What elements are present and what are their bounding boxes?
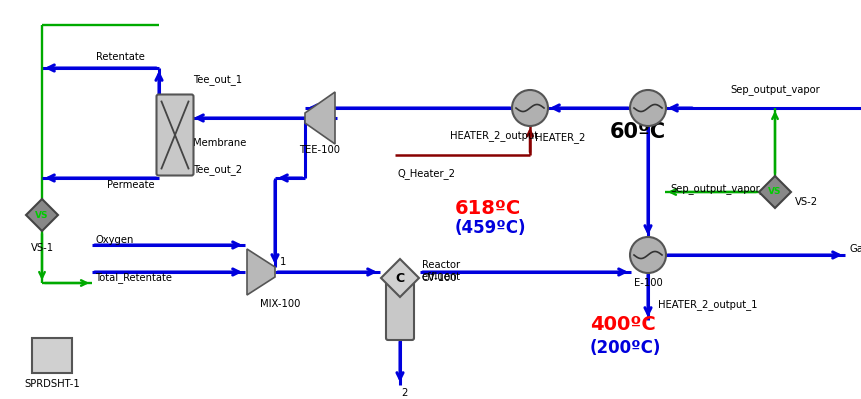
Text: Sep_output_vapor: Sep_output_vapor <box>730 85 820 95</box>
Text: (200ºC): (200ºC) <box>590 339 661 357</box>
Circle shape <box>630 90 666 126</box>
Text: HEATER_2_output_1: HEATER_2_output_1 <box>658 300 758 310</box>
FancyBboxPatch shape <box>386 280 414 340</box>
Text: Tee_out_2: Tee_out_2 <box>193 164 242 176</box>
Text: Gas: Gas <box>850 244 861 254</box>
Text: HEATER_2: HEATER_2 <box>535 132 585 143</box>
Polygon shape <box>247 249 275 295</box>
Text: E-100: E-100 <box>634 278 662 288</box>
Text: Reactor
effluent: Reactor effluent <box>422 260 461 282</box>
Text: VS: VS <box>35 211 49 219</box>
Circle shape <box>630 237 666 273</box>
Text: C: C <box>395 271 405 284</box>
Text: 1: 1 <box>280 257 287 267</box>
FancyBboxPatch shape <box>157 95 194 176</box>
Polygon shape <box>26 199 58 231</box>
Text: 60ºC: 60ºC <box>610 122 666 142</box>
Text: VS-2: VS-2 <box>795 197 818 207</box>
Polygon shape <box>381 259 419 297</box>
Text: (459ºC): (459ºC) <box>455 219 526 237</box>
Text: HEATER_2_output: HEATER_2_output <box>450 130 538 141</box>
Text: CV-100: CV-100 <box>422 273 458 283</box>
Text: Q_Heater_2: Q_Heater_2 <box>398 168 456 179</box>
Text: TEE-100: TEE-100 <box>300 145 340 155</box>
Text: Oxygen: Oxygen <box>95 235 133 245</box>
Text: Permeate: Permeate <box>108 180 155 190</box>
Text: Total_Retentate: Total_Retentate <box>95 273 172 283</box>
Text: SPRDSHT-1: SPRDSHT-1 <box>24 379 80 389</box>
Polygon shape <box>305 92 335 144</box>
Text: VS-1: VS-1 <box>30 243 53 253</box>
Circle shape <box>512 90 548 126</box>
Text: VS: VS <box>768 188 782 196</box>
Text: MIX-100: MIX-100 <box>260 299 300 309</box>
Text: Membrane: Membrane <box>193 138 246 148</box>
Text: 2: 2 <box>401 388 407 398</box>
Text: 618ºC: 618ºC <box>455 198 521 217</box>
Text: Sep_output_vapor_1: Sep_output_vapor_1 <box>670 184 771 194</box>
Polygon shape <box>759 176 791 208</box>
Text: 400ºC: 400ºC <box>590 316 656 334</box>
Text: Tee_out_1: Tee_out_1 <box>193 75 242 85</box>
FancyBboxPatch shape <box>32 338 72 373</box>
Text: Retentate: Retentate <box>96 52 145 62</box>
